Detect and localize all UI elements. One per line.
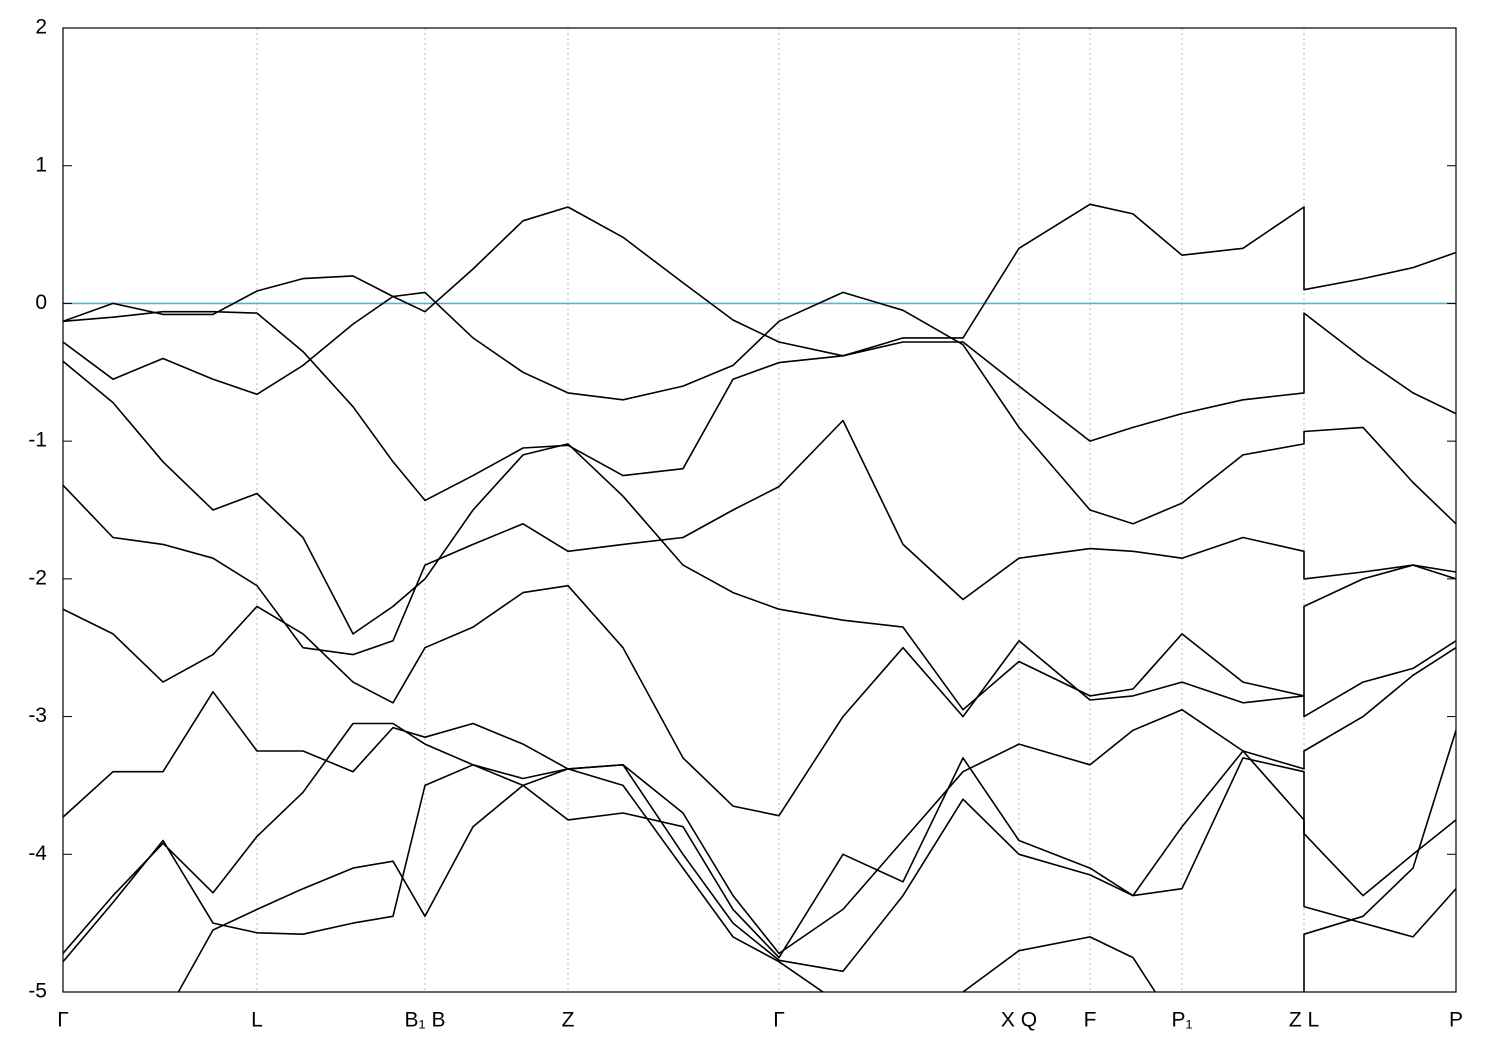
y-tick-label: -4 bbox=[28, 842, 47, 865]
band-line bbox=[63, 291, 1456, 525]
band-line bbox=[63, 203, 1456, 357]
x-tick-label: F bbox=[1084, 1009, 1097, 1032]
band-line bbox=[63, 584, 1456, 817]
y-tick-label: 1 bbox=[35, 153, 47, 176]
y-tick-label: 2 bbox=[35, 16, 47, 39]
x-tick-label: X Q bbox=[1001, 1009, 1037, 1032]
band-line bbox=[63, 310, 1456, 502]
x-tick-label: Z bbox=[562, 1009, 575, 1032]
x-tick-label: P bbox=[1449, 1009, 1463, 1032]
band-line bbox=[177, 730, 1456, 992]
band-line bbox=[63, 722, 1456, 959]
y-tick-label: -2 bbox=[28, 566, 47, 589]
band-line bbox=[63, 647, 1456, 955]
x-tick-label: B₁ B bbox=[405, 1009, 446, 1032]
x-tick-label: L bbox=[251, 1009, 263, 1032]
band-line bbox=[63, 750, 1456, 973]
x-tick-label: Γ bbox=[773, 1009, 785, 1032]
y-tick-label: 0 bbox=[35, 291, 47, 314]
x-tick-label: P₁ bbox=[1171, 1009, 1192, 1032]
labels: -5 -4 -3 -2 -1 0 1 2 Γ L B₁ B Z Γ X Q F P₁ Z L P bbox=[28, 16, 1463, 1032]
x-tick-label: Γ bbox=[57, 1009, 69, 1032]
y-tick-label: -3 bbox=[28, 704, 47, 727]
y-tick-label: -1 bbox=[28, 429, 47, 452]
grid bbox=[62, 28, 1457, 992]
y-tick-label: -5 bbox=[28, 980, 47, 1003]
band-line bbox=[63, 419, 1456, 656]
plot-frame bbox=[62, 27, 1457, 993]
plot-area bbox=[63, 203, 1456, 992]
x-tick-label: Z L bbox=[1289, 1009, 1319, 1032]
band-line bbox=[63, 360, 1456, 711]
